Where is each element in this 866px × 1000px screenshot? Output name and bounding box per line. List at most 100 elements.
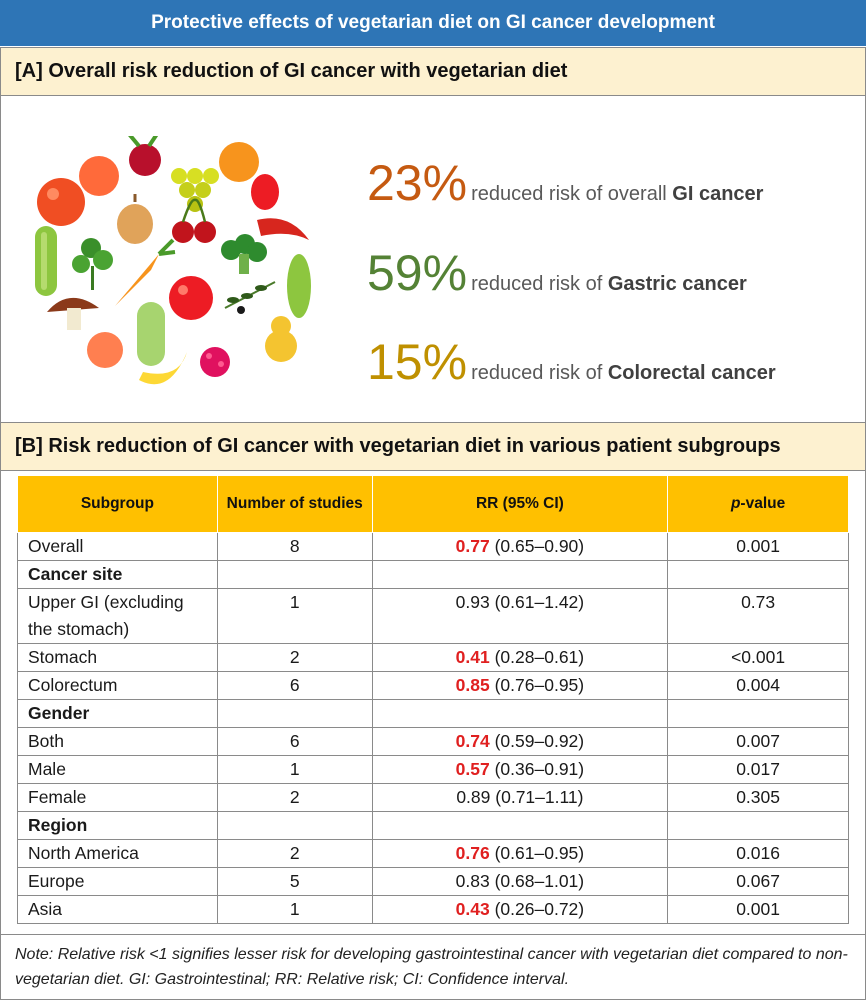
- onion-icon: [117, 194, 153, 244]
- cabbage-icon: [287, 254, 311, 318]
- tomato-icon: [79, 156, 119, 196]
- col-header-studies: Number of studies: [216, 475, 373, 533]
- cell-p-value: <0.001: [667, 643, 849, 672]
- stat-text: reduced risk of Gastric cancer: [471, 273, 747, 295]
- footnote: Note: Relative risk <1 signifies lesser …: [0, 935, 866, 1000]
- rr-value: 0.76: [455, 843, 490, 863]
- table-row: Male 1 0.57 (0.36–0.91) 0.017: [17, 755, 849, 784]
- table-group-row: Region: [17, 811, 849, 840]
- stat-text-prefix: reduced risk of: [471, 362, 608, 384]
- squash-icon: [137, 302, 165, 366]
- cell-rr: 0.74 (0.59–0.92): [371, 727, 669, 756]
- empty-cell: [371, 560, 669, 589]
- cell-rr: 0.89 (0.71–1.11): [371, 783, 669, 812]
- cell-subgroup: North America: [17, 839, 218, 868]
- tomato-icon: [169, 276, 213, 320]
- cell-p-value: 0.305: [667, 783, 849, 812]
- table-row: Female 2 0.89 (0.71–1.11) 0.305: [17, 783, 849, 812]
- stat-text-bold: GI cancer: [672, 183, 764, 205]
- stat-text: reduced risk of overall GI cancer: [471, 183, 763, 205]
- cell-subgroup: Both: [17, 727, 218, 756]
- cell-subgroup: Europe: [17, 867, 218, 896]
- empty-cell: [371, 811, 669, 840]
- cell-studies: 8: [216, 532, 373, 561]
- rr-ci: (0.28–0.61): [494, 647, 585, 667]
- cucumber-icon: [35, 226, 57, 296]
- cell-p-value: 0.067: [667, 867, 849, 896]
- broccoli-icon: [221, 234, 267, 274]
- cell-studies: 1: [216, 588, 373, 644]
- cell-rr: 0.41 (0.28–0.61): [371, 643, 669, 672]
- cell-subgroup: Male: [17, 755, 218, 784]
- cell-rr: 0.43 (0.26–0.72): [371, 895, 669, 924]
- section-b-heading: [B] Risk reduction of GI cancer with veg…: [0, 422, 866, 471]
- empty-cell: [216, 699, 373, 728]
- cell-p-value: 0.016: [667, 839, 849, 868]
- parsley-icon: [72, 238, 113, 290]
- cell-p-value: 0.001: [667, 895, 849, 924]
- cell-subgroup: Female: [17, 783, 218, 812]
- stat-percent: 59%: [367, 245, 468, 301]
- olive-branch-icon: [224, 281, 276, 314]
- rr-value: 0.85: [455, 675, 490, 695]
- table-row: Both 6 0.74 (0.59–0.92) 0.007: [17, 727, 849, 756]
- rr-ci: (0.26–0.72): [494, 899, 585, 919]
- rr-value: 0.93: [455, 592, 490, 612]
- table-body: Overall 8 0.77 (0.65–0.90) 0.001 Cancer site…: [17, 532, 849, 924]
- cell-studies: 5: [216, 867, 373, 896]
- table-row: Asia 1 0.43 (0.26–0.72) 0.001: [17, 895, 849, 924]
- cell-rr: 0.93 (0.61–1.42): [371, 588, 669, 644]
- table-group-row: Cancer site: [17, 560, 849, 589]
- cell-rr: 0.83 (0.68–1.01): [371, 867, 669, 896]
- pepper-icon: [251, 174, 279, 210]
- carrot-icon: [115, 238, 176, 306]
- mushroom-icon: [47, 297, 99, 330]
- stat-text-bold: Gastric cancer: [607, 273, 747, 295]
- chili-icon: [257, 218, 309, 240]
- empty-cell: [216, 560, 373, 589]
- pear-icon: [265, 316, 297, 362]
- table-row: Europe 5 0.83 (0.68–1.01) 0.067: [17, 867, 849, 896]
- cell-studies: 1: [216, 755, 373, 784]
- rr-ci: (0.61–0.95): [494, 843, 585, 863]
- rr-ci: (0.36–0.91): [494, 759, 585, 779]
- empty-cell: [667, 811, 849, 840]
- raspberry-icon: [200, 347, 230, 377]
- table-row: Colorectum 6 0.85 (0.76–0.95) 0.004: [17, 671, 849, 700]
- stat-overall-gi: 23% reduced risk of overall GI cancer: [367, 158, 763, 208]
- peach-icon: [87, 332, 123, 368]
- section-a-panel: 23% reduced risk of overall GI cancer 59%…: [0, 96, 866, 422]
- cell-subgroup: Upper GI (excluding the stomach): [17, 588, 218, 644]
- rr-value: 0.74: [455, 731, 490, 751]
- empty-cell: [667, 560, 849, 589]
- stat-colorectal: 15% reduced risk of Colorectal cancer: [367, 337, 776, 387]
- cell-subgroup: Asia: [17, 895, 218, 924]
- cell-p-value: 0.007: [667, 727, 849, 756]
- stat-text-prefix: reduced risk of overall: [471, 183, 673, 205]
- group-label: Gender: [17, 699, 218, 728]
- table-row: North America 2 0.76 (0.61–0.95) 0.016: [17, 839, 849, 868]
- rr-ci: (0.71–1.11): [495, 787, 584, 807]
- col-header-rr: RR (95% CI): [371, 475, 669, 533]
- cell-studies: 2: [216, 643, 373, 672]
- cell-rr: 0.76 (0.61–0.95): [371, 839, 669, 868]
- table-row: Upper GI (excluding the stomach) 1 0.93 (0…: [17, 588, 849, 644]
- beet-icon: [128, 136, 161, 176]
- p-italic: p: [730, 495, 741, 512]
- cell-p-value: 0.73: [667, 588, 849, 644]
- banana-icon: [139, 352, 187, 385]
- cell-subgroup: Overall: [17, 532, 218, 561]
- rr-value: 0.89: [456, 787, 491, 807]
- cell-studies: 6: [216, 671, 373, 700]
- cell-studies: 2: [216, 839, 373, 868]
- rr-ci: (0.76–0.95): [494, 675, 585, 695]
- table-header-row: Subgroup Number of studies RR (95% CI) p…: [17, 475, 849, 533]
- stat-text-bold: Colorectal cancer: [607, 362, 776, 384]
- stat-percent: 15%: [367, 334, 468, 390]
- cherries-icon: [172, 198, 216, 243]
- section-a-heading: [A] Overall risk reduction of GI cancer …: [0, 47, 866, 96]
- rr-value: 0.41: [455, 647, 490, 667]
- rr-value: 0.83: [455, 871, 490, 891]
- rr-value: 0.77: [455, 536, 490, 556]
